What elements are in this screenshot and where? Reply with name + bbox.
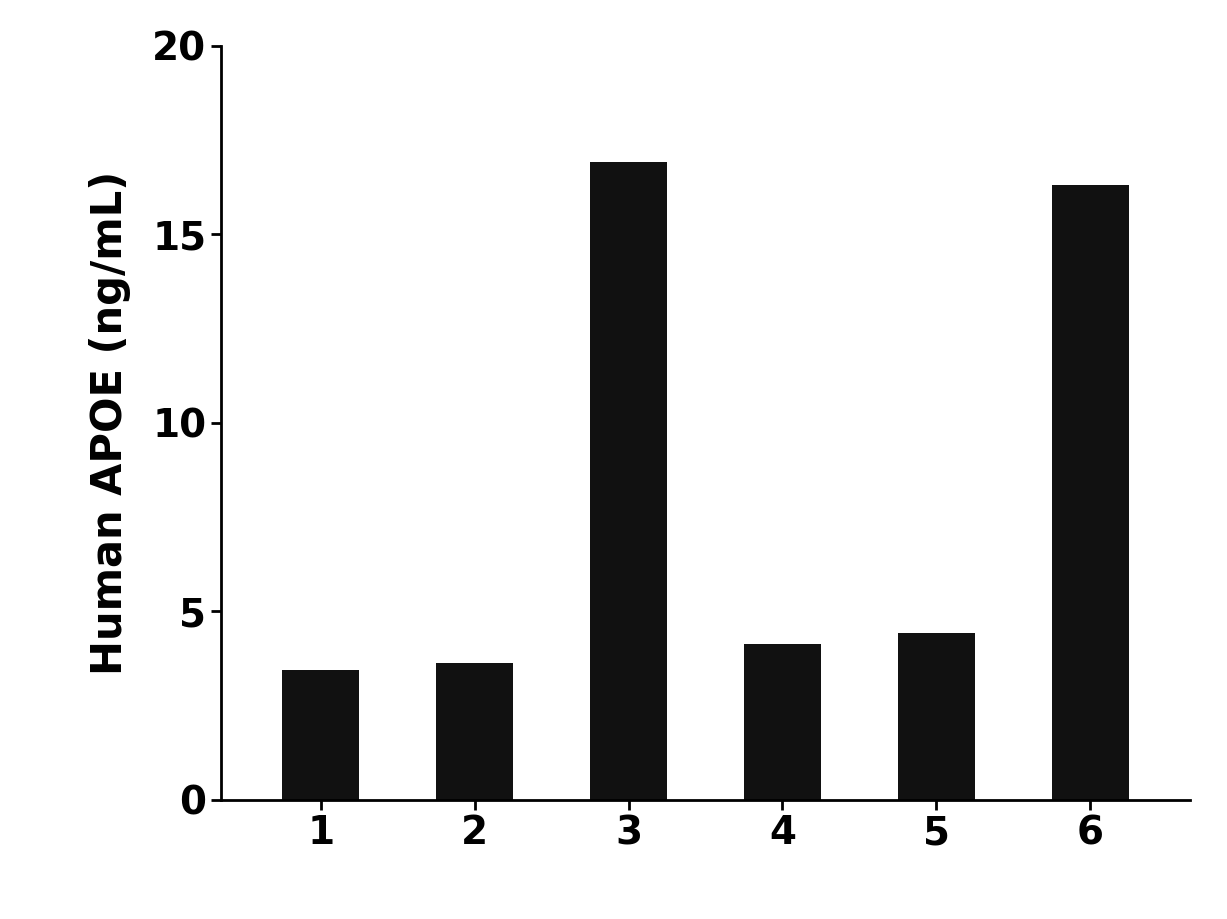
Bar: [437, 664, 513, 800]
Bar: [744, 644, 821, 800]
Bar: [282, 670, 360, 800]
Bar: [1052, 186, 1129, 800]
Y-axis label: Human APOE (ng/mL): Human APOE (ng/mL): [90, 171, 131, 675]
Bar: [590, 163, 667, 800]
Bar: [898, 633, 974, 800]
